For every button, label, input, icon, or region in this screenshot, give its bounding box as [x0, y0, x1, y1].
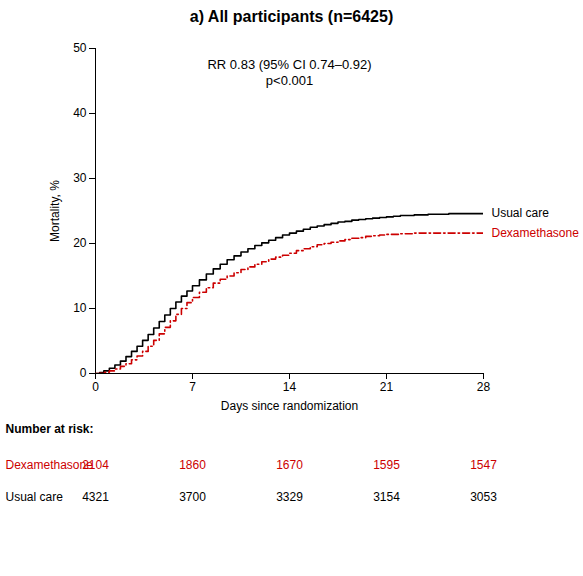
svg-text:1670: 1670 [276, 458, 303, 472]
svg-text:Days since randomization: Days since randomization [221, 399, 358, 413]
svg-text:3329: 3329 [276, 490, 303, 504]
svg-text:Dexamethasone: Dexamethasone [6, 458, 94, 472]
svg-text:50: 50 [73, 41, 87, 55]
svg-text:0: 0 [92, 380, 99, 394]
svg-text:3154: 3154 [373, 490, 400, 504]
svg-text:7: 7 [189, 380, 196, 394]
svg-text:20: 20 [73, 236, 87, 250]
svg-text:3053: 3053 [470, 490, 497, 504]
svg-text:1595: 1595 [373, 458, 400, 472]
svg-text:Number at risk:: Number at risk: [6, 422, 94, 436]
svg-text:Mortality, %: Mortality, % [48, 180, 62, 242]
svg-text:30: 30 [73, 171, 87, 185]
html-text:a) All participants (n=6425): a) All participants (n=6425) [189, 8, 394, 25]
svg-text:10: 10 [73, 301, 87, 315]
svg-text:Dexamethasone: Dexamethasone [492, 226, 580, 240]
svg-text:14: 14 [283, 380, 297, 394]
svg-text:1860: 1860 [179, 458, 206, 472]
svg-text:RR 0.83 (95% CI 0.74–0.92)p<0.: RR 0.83 (95% CI 0.74–0.92)p<0.001 [207, 56, 371, 88]
svg-text:3700: 3700 [179, 490, 206, 504]
svg-text:Usual care: Usual care [492, 206, 550, 220]
svg-text:2104: 2104 [82, 458, 109, 472]
svg-text:4321: 4321 [82, 490, 109, 504]
svg-text:1547: 1547 [470, 458, 497, 472]
svg-text:0: 0 [80, 366, 87, 380]
svg-text:Usual care: Usual care [6, 490, 64, 504]
svg-text:21: 21 [380, 380, 394, 394]
svg-text:40: 40 [73, 106, 87, 120]
svg-text:28: 28 [477, 380, 491, 394]
